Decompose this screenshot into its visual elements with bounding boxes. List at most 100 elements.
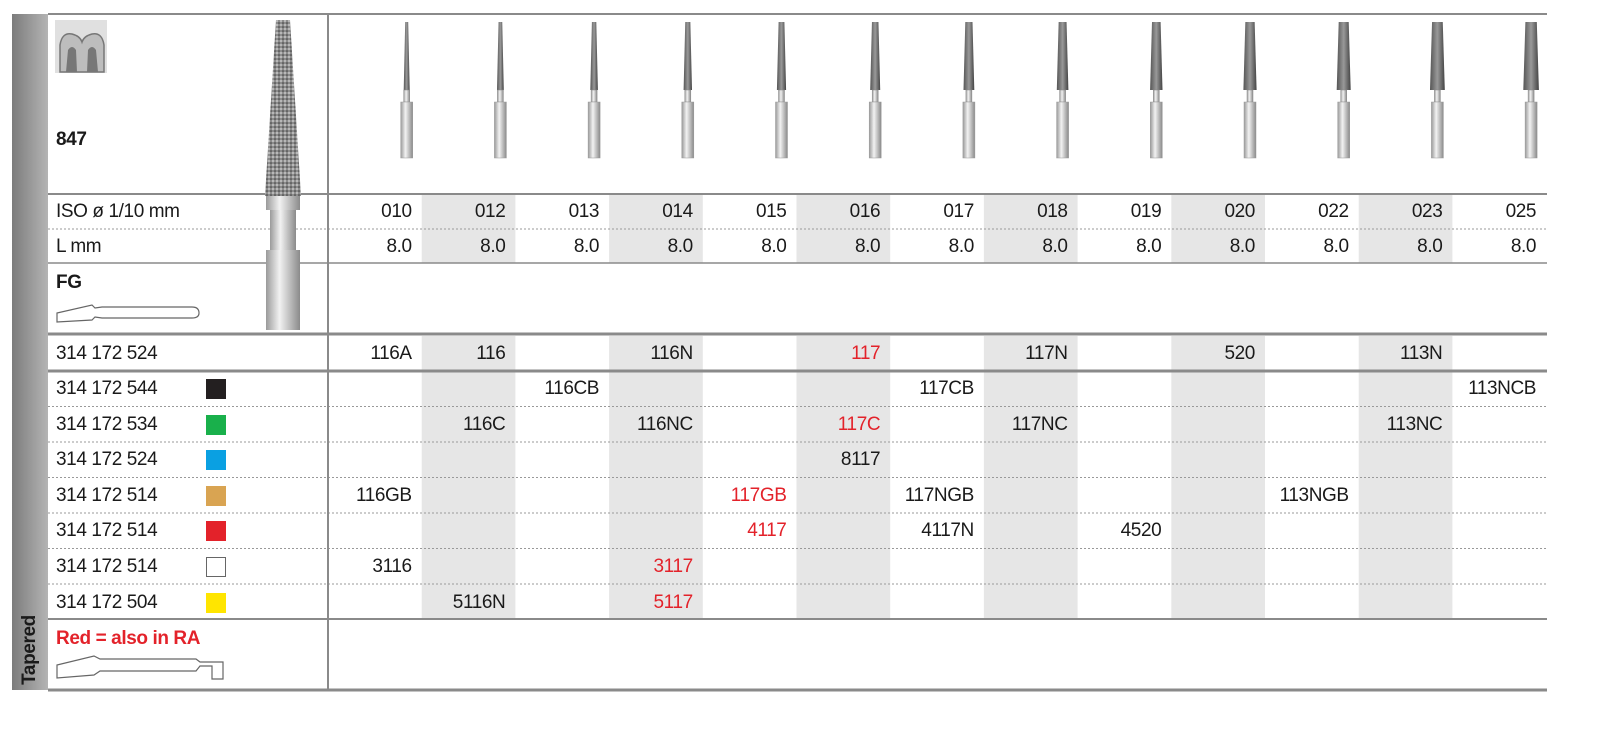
length: 8.0 — [1510, 236, 1537, 257]
bur-neck — [497, 89, 504, 103]
rules — [48, 13, 1547, 692]
bur-shank — [681, 101, 695, 159]
product-code: 116A — [370, 343, 412, 364]
iso-size: 025 — [1505, 201, 1537, 222]
product-code: 116N — [650, 343, 693, 364]
shank-label: FG — [56, 272, 82, 293]
bur-neck — [1527, 89, 1535, 103]
bur-neck — [1153, 89, 1160, 103]
product-code: 520 — [1224, 343, 1255, 364]
tooth-icon — [55, 20, 107, 73]
ra-shank-icon — [56, 655, 224, 680]
order-code: 314 172 504 — [56, 591, 158, 613]
product-code: 117 — [851, 343, 881, 364]
iso-size: 023 — [1411, 201, 1443, 222]
color-swatch — [206, 592, 226, 613]
product-code: 116NC — [637, 413, 693, 435]
product-code: 113NGB — [1279, 484, 1349, 506]
bur-shank — [962, 101, 976, 159]
red-note: Red = also in RA — [56, 628, 201, 649]
product-code: 3117 — [653, 556, 694, 577]
product-code: 117CB — [919, 378, 974, 399]
length: 8.0 — [761, 236, 787, 257]
bur-head — [590, 22, 598, 90]
product-code: 116C — [462, 413, 506, 435]
length: 8.0 — [1417, 236, 1443, 257]
length: 8.0 — [480, 236, 506, 257]
bur-neck — [965, 89, 973, 103]
bur-neck — [1059, 89, 1066, 103]
bur-head — [403, 22, 410, 90]
bur-neck — [1340, 89, 1347, 103]
bur-head — [1523, 22, 1539, 90]
bur-neck — [684, 89, 692, 103]
bur-head — [497, 22, 504, 90]
length: 8.0 — [854, 236, 881, 257]
length: 8.0 — [386, 236, 412, 257]
bur-shank — [1431, 101, 1444, 159]
bur-shank — [775, 101, 788, 159]
order-code: 314 172 514 — [56, 556, 158, 577]
color-swatch — [206, 450, 226, 471]
bur-head — [776, 22, 787, 90]
bur-head — [1336, 22, 1351, 90]
bur-shank — [494, 101, 507, 159]
bur-head — [963, 22, 975, 90]
color-swatch — [206, 414, 226, 435]
iso-size: 019 — [1130, 201, 1162, 222]
category-label: Tapered — [19, 615, 40, 685]
small-burs — [400, 22, 1539, 159]
iso-label: ISO ø 1/10 mm — [56, 201, 180, 222]
product-code: 117GB — [730, 484, 787, 506]
fg-shank-icon — [56, 304, 200, 323]
bur-shank — [1524, 101, 1538, 159]
order-code: 314 172 524 — [56, 449, 158, 471]
order-code: 314 172 534 — [56, 413, 158, 435]
product-code: 113NCB — [1468, 378, 1537, 399]
bur-shank — [1243, 101, 1257, 159]
product-code: 113N — [1399, 343, 1443, 364]
length: 8.0 — [1323, 236, 1349, 257]
iso-size: 016 — [849, 201, 881, 222]
product-code: 117C — [837, 413, 881, 435]
order-code: 314 172 514 — [56, 484, 158, 506]
product-code: 116 — [476, 343, 506, 364]
iso-size: 020 — [1224, 201, 1255, 222]
product-code: 117NC — [1011, 413, 1068, 435]
color-swatch — [206, 557, 226, 577]
product-code: 4117 — [747, 520, 787, 542]
bur-shank — [1337, 101, 1350, 159]
bur-neck — [1434, 89, 1441, 103]
model-number: 847 — [56, 129, 87, 150]
bur-neck — [871, 89, 879, 103]
product-code: 4117N — [921, 520, 974, 542]
length: 8.0 — [1042, 236, 1068, 257]
iso-size: 013 — [568, 201, 600, 222]
iso-size: 015 — [755, 201, 787, 222]
bur-neck — [1246, 89, 1254, 103]
order-code: 314 172 544 — [56, 378, 158, 399]
product-code: 4520 — [1120, 520, 1162, 542]
bur-head — [683, 22, 692, 90]
iso-size: 022 — [1318, 201, 1349, 222]
color-swatch — [206, 379, 226, 399]
product-code: 117NGB — [904, 484, 974, 506]
bur-shank — [587, 101, 601, 159]
bur-neck — [778, 89, 785, 103]
product-code: 3116 — [372, 556, 412, 577]
bur-shank — [868, 101, 882, 159]
bur-shank — [1150, 101, 1163, 159]
bur-neck — [590, 89, 598, 103]
iso-size: 010 — [381, 201, 412, 222]
bur-head — [1430, 22, 1445, 90]
large-bur — [265, 20, 301, 330]
length: 8.0 — [573, 236, 600, 257]
bur-shank — [1056, 101, 1069, 159]
length: 8.0 — [1136, 236, 1162, 257]
bur-shank — [400, 101, 413, 159]
color-swatch — [206, 521, 226, 542]
iso-size: 017 — [943, 201, 974, 222]
product-code: 113NC — [1386, 413, 1443, 435]
